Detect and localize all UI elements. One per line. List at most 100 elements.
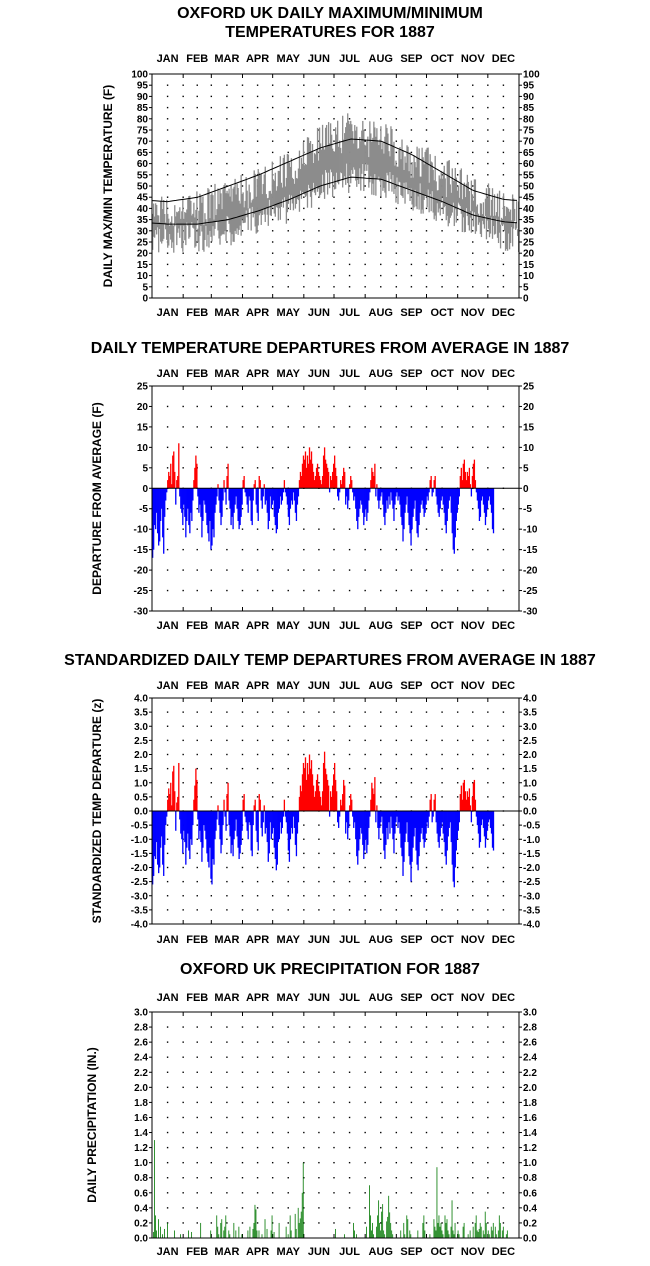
y-tick-left: 10 [137,271,149,282]
grid-dot [226,140,228,142]
departure-bar-above [306,762,309,811]
departure-bar-below [284,811,287,817]
grid-dot [241,467,244,469]
grid-dot [348,185,351,187]
grid-dot [410,1222,413,1224]
y-tick-left: -10 [134,525,149,536]
grid-dot [380,241,382,243]
grid-dot [472,880,474,883]
precip-bar [495,1234,497,1238]
departure-bar-below [271,488,273,505]
daily-range-bar [245,177,247,211]
grid-dot [364,1086,366,1089]
grid-dot [395,118,398,120]
grid-dot [441,548,443,551]
grid-dot [472,1131,474,1134]
grid-dot [472,569,474,571]
grid-dot [348,196,351,198]
grid-dot [410,140,413,142]
departure-bar-below [353,488,355,501]
grid-dot [196,1207,198,1209]
daily-range-bar [246,190,248,218]
grid-dot [502,140,505,142]
precip-bar [217,1226,219,1238]
departure-bar-above [464,471,467,489]
departure-bar-below [398,488,400,497]
daily-range-bar [214,183,216,229]
month-label-top: OCT [430,680,454,692]
grid-dot [287,252,289,254]
month-label-bottom: MAR [214,1246,239,1258]
daily-range-bar [383,153,385,188]
grid-dot [456,1207,459,1209]
departure-bar-below [456,488,458,513]
grid-dot [182,106,184,109]
y-tick-left: 25 [137,238,149,249]
departure-bar-below [411,488,413,530]
month-label-bottom: NOV [461,307,486,319]
month-label-top: NOV [461,368,486,380]
grid-dot [182,528,184,530]
grid-dot [271,589,274,592]
departure-bar-above [374,463,376,489]
grid-dot [182,196,184,198]
grid-dot [487,162,489,165]
daily-range-bar [278,170,280,209]
grid-dot [226,106,228,109]
grid-dot [210,1146,213,1149]
daily-range-bar [169,225,171,235]
departure-bar-below [443,488,445,513]
daily-range-bar [331,148,334,198]
daily-range-bar [384,136,386,193]
departure-bar-below [428,488,430,493]
month-label-bottom: MAR [214,934,239,946]
grid-dot [182,569,184,571]
grid-dot [256,1056,259,1058]
departure-bar-below [290,811,293,828]
departure-bar-above [336,791,338,811]
daily-range-bar [266,198,268,215]
grid-dot [333,1177,335,1179]
grid-dot [182,185,184,187]
grid-dot [410,118,413,120]
grid-dot [287,895,289,897]
y-tick-left: -3.0 [131,891,149,902]
grid-dot [441,405,443,408]
grid-dot [487,151,489,154]
y-tick-right: 20 [523,249,535,260]
grid-dot [380,753,382,756]
normal-low-line [151,176,518,225]
grid-dot [333,711,335,713]
grid-dot [348,1222,351,1224]
grid-dot [502,1207,505,1209]
daily-range-bar [378,145,380,177]
y-tick-left: 40 [137,204,149,215]
departure-bar-below [384,811,386,860]
grid-dot [456,739,459,742]
departure-bar-above [461,799,463,811]
daily-range-bar [163,200,165,239]
daily-range-bar [475,206,478,232]
grid-dot [333,569,335,571]
departure-bar-below [441,488,443,497]
grid-dot [210,84,213,86]
precip-bar [371,1230,372,1238]
grid-dot [196,852,198,855]
grid-dot [256,1222,259,1224]
grid-dot [502,426,505,428]
departure-bar-above [334,467,337,489]
grid-dot [271,866,274,869]
precip-bar [210,1230,212,1238]
daily-range-bar [443,165,445,208]
daily-range-bar [435,181,437,221]
departure-bar-below [398,811,400,823]
grid-dot [256,95,259,98]
departure-bar-below [275,811,277,871]
grid-dot [348,230,351,232]
daily-range-bar [217,188,219,231]
precip-bar [261,1234,263,1238]
grid-dot [395,528,398,530]
departure-bar-below [213,811,215,865]
precip-bar [437,1222,439,1238]
daily-range-bar [297,168,300,201]
